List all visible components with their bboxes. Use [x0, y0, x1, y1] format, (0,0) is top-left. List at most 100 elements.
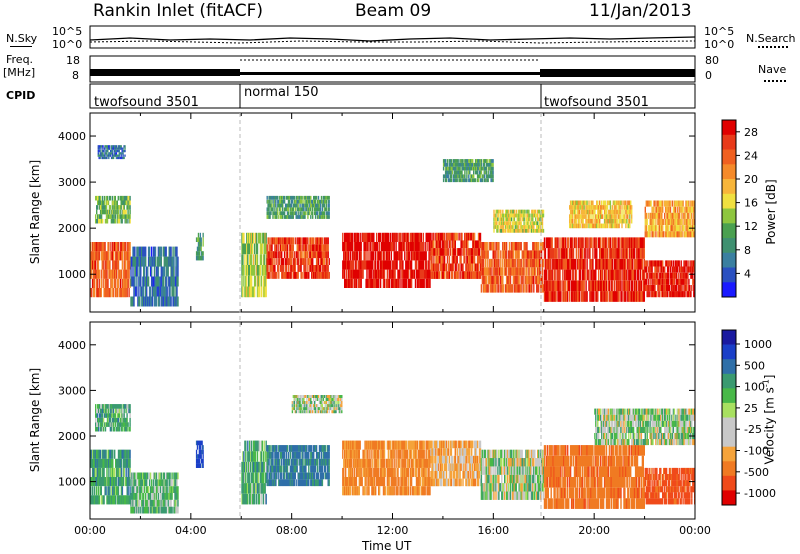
data-cell [590, 200, 592, 206]
data-cell [615, 248, 617, 259]
data-cell [161, 296, 163, 307]
data-cell [501, 217, 503, 222]
data-cell [155, 499, 158, 507]
data-cell [355, 278, 358, 288]
data-cell [117, 209, 119, 215]
data-cell [412, 269, 415, 279]
data-cell [324, 271, 326, 279]
data-cell [590, 223, 592, 229]
data-cell [148, 472, 151, 480]
data-cell [160, 256, 162, 267]
data-cell [287, 237, 290, 245]
data-cell [124, 458, 126, 468]
data-cell [299, 215, 301, 219]
data-cell [554, 258, 556, 270]
data-cell [614, 248, 616, 259]
data-cell [527, 228, 529, 233]
data-cell [555, 248, 557, 259]
data-cell [110, 218, 113, 224]
data-cell [360, 278, 362, 288]
data-cell [283, 237, 286, 245]
data-cell [253, 265, 256, 276]
data-cell [607, 209, 610, 215]
data-cell [522, 258, 524, 268]
data-cell [535, 221, 537, 226]
data-cell [517, 217, 519, 222]
data-cell [378, 242, 381, 252]
data-cell [200, 255, 202, 261]
data-cell [681, 206, 683, 213]
data-cell [269, 215, 271, 219]
data-cell [105, 214, 108, 219]
data-cell [118, 269, 121, 279]
data-cell [293, 258, 295, 265]
data-cell [119, 449, 122, 459]
data-cell [297, 237, 299, 245]
data-cell [501, 284, 503, 293]
data-cell [301, 251, 303, 259]
data-cell [315, 203, 318, 208]
data-cell [379, 278, 382, 288]
data-cell [109, 288, 111, 298]
data-cell [114, 209, 116, 215]
data-cell [128, 449, 130, 459]
data-cell [259, 243, 262, 255]
data-cell [107, 278, 109, 288]
data-cell [509, 225, 512, 229]
data-cell [539, 213, 542, 218]
data-cell [605, 237, 608, 249]
data-cell [685, 206, 687, 213]
data-cell [484, 275, 486, 285]
data-cell [531, 228, 533, 233]
data-cell [241, 254, 243, 265]
data-cell [574, 200, 577, 206]
data-cell [305, 265, 307, 272]
data-cell [449, 248, 452, 256]
data-cell [407, 260, 409, 270]
data-cell [511, 209, 514, 214]
data-cell [588, 269, 590, 281]
data-cell [306, 195, 308, 200]
data-cell [653, 206, 655, 213]
data-cell [514, 267, 517, 276]
data-cell [424, 260, 426, 270]
data-cell [99, 218, 101, 224]
data-cell [395, 251, 397, 261]
data-cell [126, 242, 128, 252]
data-cell [326, 237, 328, 245]
data-cell [405, 278, 407, 288]
data-cell [584, 223, 586, 229]
data-cell [273, 199, 275, 204]
data-cell [666, 225, 669, 232]
data-cell [691, 285, 693, 292]
data-cell [269, 211, 271, 216]
data-cell [466, 271, 468, 279]
data-cell [325, 199, 327, 204]
data-cell [164, 286, 166, 297]
data-cell [129, 458, 131, 468]
data-cell [120, 251, 123, 261]
data-cell [562, 291, 564, 302]
data-cell [669, 200, 672, 207]
data-cell [280, 211, 282, 216]
data-cell [144, 256, 146, 267]
data-cell [588, 218, 590, 224]
data-cell [138, 286, 140, 297]
data-cell [494, 267, 496, 276]
data-cell [121, 242, 124, 252]
data-cell [289, 195, 292, 200]
data-cell [109, 495, 111, 505]
data-cell [312, 211, 314, 216]
data-cell [430, 240, 432, 249]
data-cell [552, 248, 554, 259]
data-cell [669, 231, 672, 238]
data-cell [413, 251, 416, 261]
data-cell [157, 486, 160, 493]
data-cell [99, 205, 102, 210]
data-cell [670, 231, 673, 238]
data-cell [112, 209, 115, 215]
data-cell [105, 449, 107, 459]
data-cell [105, 251, 107, 261]
data-cell [285, 271, 288, 279]
data-cell [107, 154, 109, 157]
